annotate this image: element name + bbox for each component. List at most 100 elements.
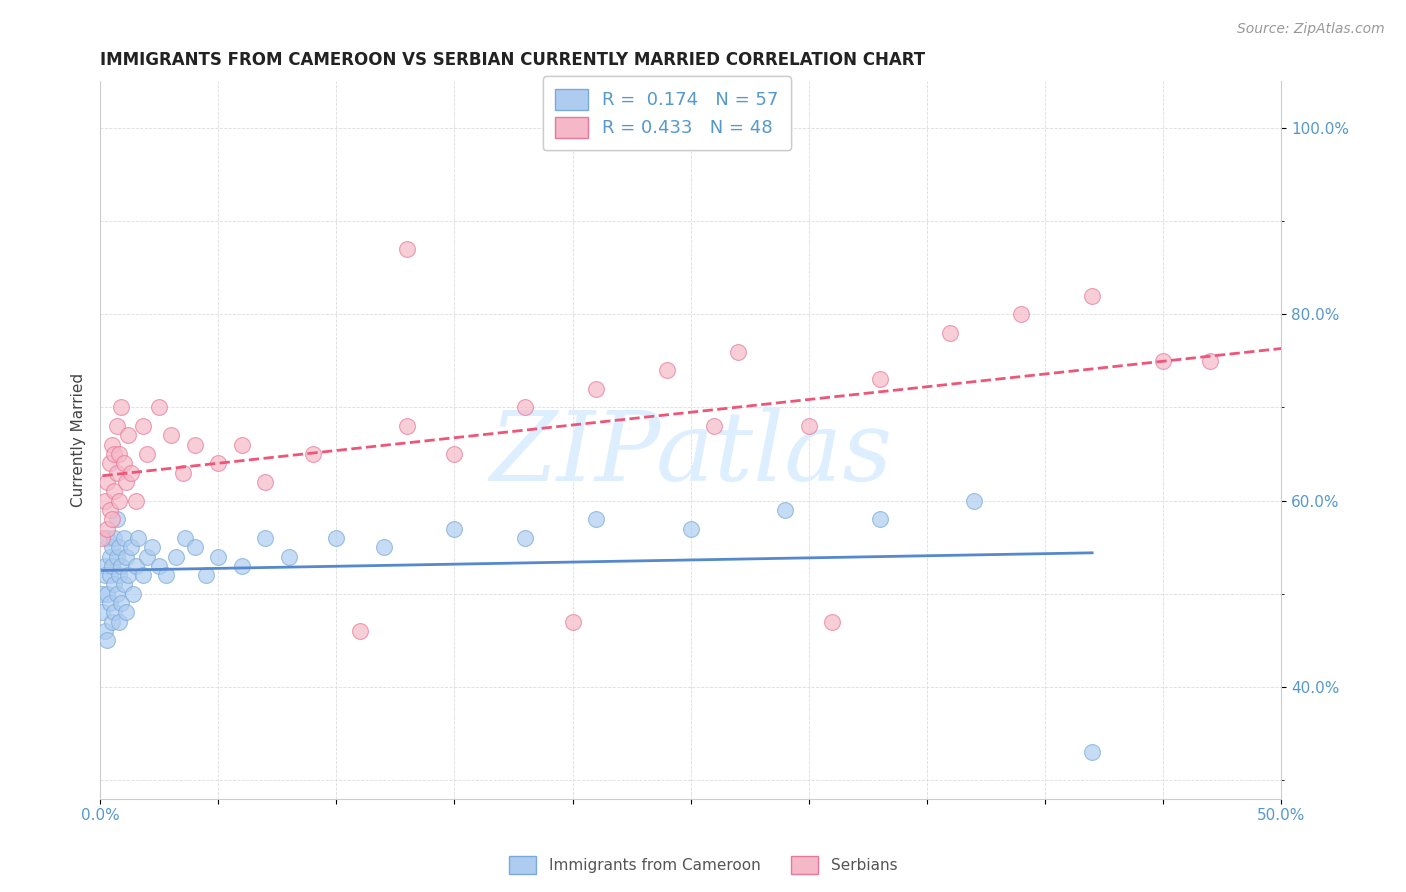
Point: [1081, 745, 1104, 759]
Point: [96, 587, 118, 601]
Point: [727, 344, 749, 359]
Point: [131, 568, 153, 582]
Point: [94, 568, 117, 582]
Point: [349, 624, 371, 638]
Point: [561, 615, 583, 629]
Point: [115, 475, 138, 489]
Point: [91, 531, 114, 545]
Point: [325, 531, 347, 545]
Point: [120, 466, 142, 480]
Point: [101, 540, 124, 554]
Point: [91, 587, 114, 601]
Point: [101, 512, 124, 526]
Point: [96, 633, 118, 648]
Point: [773, 503, 796, 517]
Point: [110, 558, 132, 573]
Point: [115, 549, 138, 564]
Point: [207, 549, 229, 564]
Point: [148, 401, 170, 415]
Point: [98, 568, 121, 582]
Point: [160, 428, 183, 442]
Point: [108, 540, 131, 554]
Point: [101, 558, 124, 573]
Point: [98, 549, 121, 564]
Point: [301, 447, 323, 461]
Point: [98, 503, 121, 517]
Point: [373, 540, 395, 554]
Point: [112, 577, 135, 591]
Point: [585, 382, 607, 396]
Point: [94, 558, 117, 573]
Point: [207, 456, 229, 470]
Point: [117, 568, 139, 582]
Point: [96, 522, 118, 536]
Text: IMMIGRANTS FROM CAMEROON VS SERBIAN CURRENTLY MARRIED CORRELATION CHART: IMMIGRANTS FROM CAMEROON VS SERBIAN CURR…: [100, 51, 925, 69]
Point: [101, 438, 124, 452]
Point: [254, 475, 277, 489]
Point: [231, 438, 253, 452]
Point: [101, 615, 124, 629]
Point: [98, 596, 121, 610]
Point: [396, 242, 419, 256]
Point: [963, 493, 986, 508]
Point: [655, 363, 678, 377]
Point: [103, 484, 125, 499]
Legend: R =  0.174   N = 57, R = 0.433   N = 48: R = 0.174 N = 57, R = 0.433 N = 48: [543, 76, 792, 150]
Point: [98, 456, 121, 470]
Point: [96, 475, 118, 489]
Point: [127, 531, 149, 545]
Point: [1152, 354, 1174, 368]
Point: [120, 540, 142, 554]
Point: [124, 493, 146, 508]
Point: [105, 512, 128, 526]
Point: [131, 419, 153, 434]
Point: [108, 493, 131, 508]
Point: [183, 438, 205, 452]
Point: [172, 466, 194, 480]
Point: [122, 587, 145, 601]
Text: Source: ZipAtlas.com: Source: ZipAtlas.com: [1237, 22, 1385, 37]
Point: [443, 522, 465, 536]
Point: [112, 456, 135, 470]
Point: [396, 419, 419, 434]
Point: [679, 522, 702, 536]
Point: [148, 558, 170, 573]
Point: [124, 558, 146, 573]
Point: [585, 512, 607, 526]
Point: [110, 401, 132, 415]
Point: [136, 549, 159, 564]
Point: [1010, 307, 1032, 321]
Point: [1199, 354, 1222, 368]
Point: [108, 447, 131, 461]
Text: ZIPatlas: ZIPatlas: [489, 408, 893, 501]
Point: [108, 615, 131, 629]
Point: [231, 558, 253, 573]
Point: [94, 624, 117, 638]
Point: [443, 447, 465, 461]
Point: [136, 447, 159, 461]
Point: [115, 606, 138, 620]
Point: [939, 326, 962, 340]
Point: [869, 372, 891, 386]
Point: [1081, 288, 1104, 302]
Point: [183, 540, 205, 554]
Point: [515, 531, 537, 545]
Point: [91, 606, 114, 620]
Point: [105, 419, 128, 434]
Point: [103, 531, 125, 545]
Point: [105, 549, 128, 564]
Point: [165, 549, 187, 564]
Point: [110, 596, 132, 610]
Point: [703, 419, 725, 434]
Point: [103, 577, 125, 591]
Point: [174, 531, 197, 545]
Legend: Immigrants from Cameroon, Serbians: Immigrants from Cameroon, Serbians: [503, 850, 903, 880]
Point: [112, 531, 135, 545]
Point: [515, 401, 537, 415]
Point: [96, 531, 118, 545]
Point: [105, 587, 128, 601]
Point: [108, 568, 131, 582]
Point: [869, 512, 891, 526]
Point: [117, 428, 139, 442]
Point: [278, 549, 301, 564]
